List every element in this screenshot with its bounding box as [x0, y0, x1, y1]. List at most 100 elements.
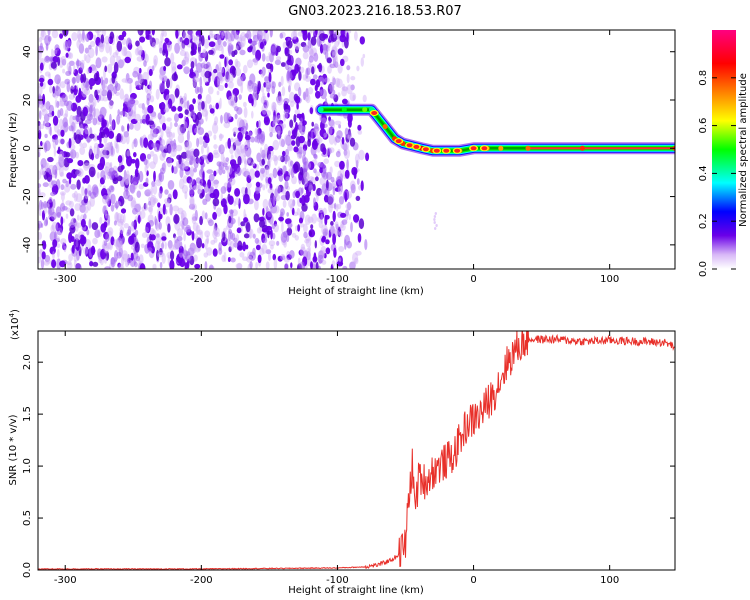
- noise-blob: [110, 145, 114, 156]
- noise-blob: [106, 195, 110, 207]
- noise-blob: [134, 121, 141, 131]
- noise-blob: [44, 35, 51, 46]
- noise-blob: [259, 41, 264, 50]
- noise-blob: [282, 187, 286, 195]
- noise-blob: [38, 190, 41, 196]
- noise-blob: [189, 245, 195, 256]
- noise-blob: [266, 110, 271, 117]
- noise-blob: [103, 128, 110, 134]
- noise-blob: [40, 258, 45, 269]
- noise-blob: [213, 68, 218, 74]
- noise-blob: [337, 36, 341, 45]
- noise-blob: [92, 112, 96, 118]
- noise-blob: [38, 231, 42, 240]
- noise-blob: [50, 211, 57, 221]
- noise-blob: [116, 200, 121, 207]
- noise-blob: [226, 239, 232, 246]
- noise-blob: [325, 247, 331, 255]
- noise-blob: [342, 265, 348, 269]
- noise-blob: [148, 203, 153, 215]
- noise-blob: [172, 142, 175, 153]
- noise-blob: [164, 209, 168, 215]
- noise-blob: [341, 219, 348, 225]
- noise-blob: [114, 250, 119, 261]
- noise-blob: [135, 158, 140, 170]
- noise-blob: [97, 163, 104, 171]
- noise-blob: [61, 94, 68, 103]
- noise-blob: [68, 52, 74, 59]
- noise-blob: [299, 66, 305, 74]
- noise-blob: [100, 34, 105, 44]
- noise-blob: [60, 238, 67, 245]
- noise-blob: [144, 79, 148, 87]
- noise-blob: [344, 191, 348, 203]
- noise-blob: [308, 176, 314, 183]
- noise-blob: [184, 51, 190, 63]
- noise-blob: [88, 166, 96, 178]
- noise-blob: [38, 256, 41, 264]
- noise-blob: [76, 39, 81, 49]
- noise-blob: [328, 84, 331, 89]
- noise-blob: [294, 41, 301, 50]
- noise-blob: [241, 125, 247, 134]
- noise-blob: [254, 170, 260, 178]
- noise-blob: [277, 155, 283, 162]
- noise-blob: [96, 30, 100, 36]
- noise-blob: [318, 75, 323, 82]
- noise-blob: [344, 30, 352, 34]
- noise-blob: [117, 59, 124, 69]
- noise-blob: [218, 242, 222, 251]
- noise-blob: [295, 122, 298, 133]
- noise-blob: [183, 231, 186, 242]
- noise-blob: [271, 195, 277, 208]
- noise-blob: [126, 177, 129, 186]
- noise-blob: [317, 207, 324, 213]
- noise-blob: [322, 207, 327, 216]
- noise-blob: [104, 266, 111, 269]
- noise-blob: [98, 43, 105, 53]
- noise-blob: [264, 76, 270, 84]
- noise-blob: [259, 30, 267, 36]
- noise-blob: [322, 33, 329, 39]
- noise-blob: [89, 196, 96, 207]
- noise-blob: [116, 133, 122, 143]
- noise-blob: [174, 113, 179, 123]
- noise-blob: [204, 261, 208, 269]
- noise-blob: [151, 30, 155, 36]
- noise-blob: [214, 227, 220, 235]
- noise-blob: [236, 76, 244, 87]
- noise-blob: [246, 181, 252, 189]
- noise-blob: [145, 177, 149, 185]
- noise-blob: [93, 34, 97, 41]
- noise-blob: [328, 126, 335, 136]
- noise-blob: [264, 30, 269, 43]
- noise-blob: [307, 138, 311, 147]
- noise-blob: [311, 213, 318, 224]
- noise-blob: [350, 221, 353, 233]
- noise-blob: [215, 102, 219, 110]
- noise-blob: [116, 35, 120, 43]
- noise-blob: [116, 237, 123, 248]
- noise-blob: [68, 65, 72, 75]
- noise-blob: [217, 79, 221, 90]
- noise-blob: [162, 49, 166, 56]
- x-tick-label: 0: [470, 575, 476, 586]
- noise-blob: [309, 230, 312, 237]
- noise-blob: [115, 212, 119, 224]
- noise-blob: [118, 34, 125, 41]
- noise-blob: [41, 210, 46, 221]
- noise-blob: [92, 261, 99, 267]
- noise-blob: [109, 55, 116, 66]
- noise-blob: [317, 254, 324, 264]
- noise-blob: [47, 156, 54, 163]
- noise-blob: [226, 90, 232, 101]
- noise-blob: [74, 203, 81, 211]
- noise-blob: [141, 108, 148, 115]
- noise-blob: [257, 80, 261, 92]
- noise-blob: [284, 180, 289, 190]
- noise-blob: [322, 171, 329, 180]
- noise-blob: [197, 127, 205, 136]
- noise-blob: [358, 149, 365, 161]
- noise-blob: [219, 54, 225, 59]
- noise-blob: [267, 145, 274, 152]
